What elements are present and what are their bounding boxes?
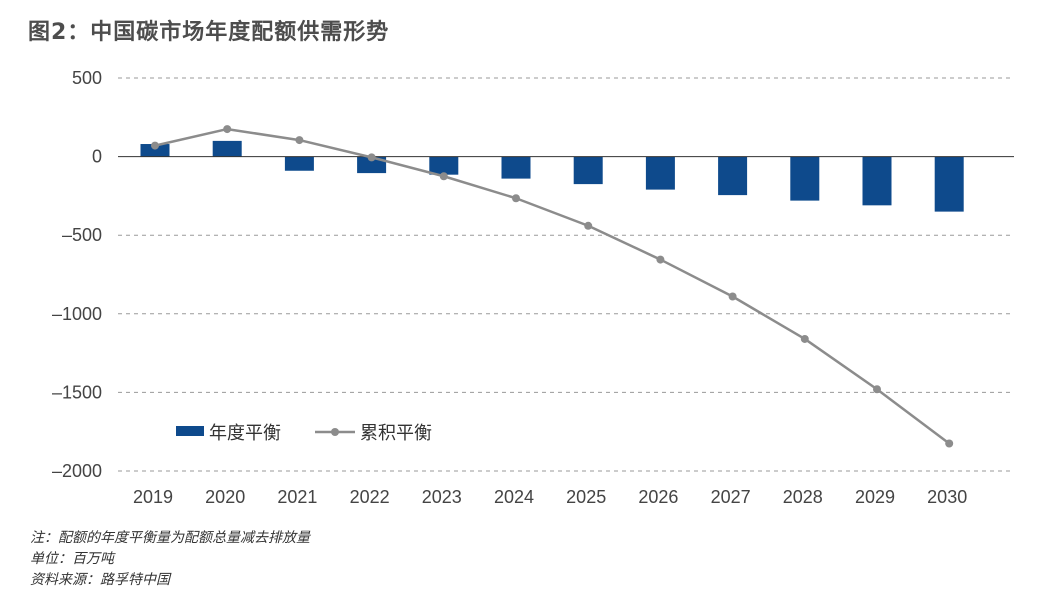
bar — [862, 156, 892, 206]
bar — [140, 144, 170, 157]
line-point — [223, 125, 232, 134]
y-tick-label: –500 — [62, 225, 102, 245]
x-tick-label: 2023 — [422, 487, 462, 507]
x-tick-label: 2020 — [205, 487, 245, 507]
y-tick-label: 500 — [72, 68, 102, 88]
y-tick-label: –1500 — [52, 382, 102, 402]
x-tick-label: 2029 — [855, 487, 895, 507]
bar — [357, 156, 387, 174]
x-tick-label: 2025 — [566, 487, 606, 507]
bar — [212, 140, 242, 157]
legend-label-annual: 年度平衡 — [209, 423, 281, 444]
footnotes: 注：配额的年度平衡量为配额总量减去排放量 单位：百万吨 资料来源：路孚特中国 — [30, 528, 310, 591]
cumulative-line — [154, 127, 950, 445]
bar — [429, 156, 459, 175]
chart-title: 图2：中国碳市场年度配额供需形势 — [28, 20, 390, 45]
line-point — [295, 136, 304, 145]
line-point — [945, 439, 954, 448]
bar — [718, 156, 748, 196]
legend-marker-cumulative — [331, 428, 339, 436]
line-point — [512, 194, 520, 203]
y-tick-label: 0 — [92, 147, 102, 167]
x-tick-label: 2019 — [133, 487, 173, 507]
y-axis-ticks: 500 0 –500 –1000 –1500 –2000 — [52, 68, 102, 481]
x-tick-label: 2022 — [350, 487, 390, 507]
legend-label-cumulative: 累积平衡 — [360, 423, 432, 444]
bar — [934, 156, 964, 212]
line-point — [728, 292, 737, 301]
line-point — [800, 334, 809, 343]
x-tick-label: 2028 — [783, 487, 823, 507]
footnote-unit: 单位：百万吨 — [30, 551, 114, 567]
gridlines — [118, 77, 1014, 472]
y-tick-label: –1000 — [52, 304, 102, 324]
line-point — [439, 172, 448, 181]
line-point — [151, 141, 159, 150]
x-tick-label: 2030 — [927, 487, 967, 507]
x-axis-ticks: 2019 2020 2021 2022 2023 2024 2025 2026 2027 2028… — [133, 487, 967, 507]
x-tick-label: 2026 — [638, 487, 678, 507]
x-tick-label: 2027 — [711, 487, 751, 507]
bar-series — [140, 140, 964, 212]
footnote-source: 资料来源：路孚特中国 — [30, 572, 170, 588]
bar — [501, 156, 531, 179]
line-series — [151, 125, 954, 448]
line-point — [367, 153, 376, 162]
line-point — [584, 221, 593, 230]
y-tick-label: –2000 — [52, 461, 102, 481]
legend: 年度平衡 累积平衡 — [176, 423, 432, 444]
x-tick-label: 2021 — [277, 487, 317, 507]
legend-swatch-annual — [176, 426, 204, 436]
bar — [645, 156, 675, 190]
bar — [573, 156, 603, 185]
bar — [790, 156, 820, 201]
line-point — [656, 255, 665, 264]
bar — [284, 156, 314, 171]
x-tick-label: 2024 — [494, 487, 534, 507]
footnote-note: 注：配额的年度平衡量为配额总量减去排放量 — [30, 530, 310, 546]
line-point — [873, 385, 881, 394]
